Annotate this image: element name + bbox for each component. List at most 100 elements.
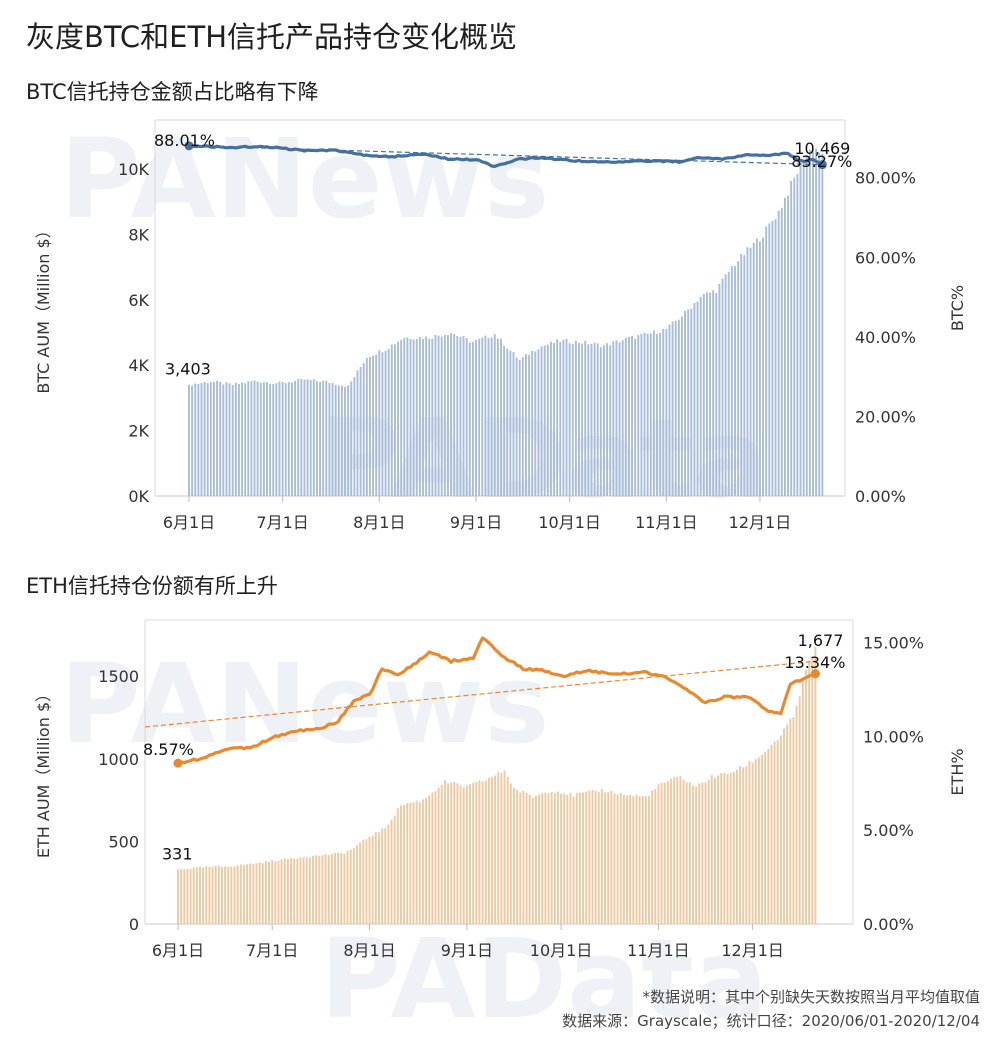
eth-aum-bar (481, 781, 484, 924)
btc-aum-bar (287, 382, 290, 496)
eth-aum-bar (563, 793, 566, 924)
eth-aum-bar (670, 778, 672, 924)
btc-aum-bar (350, 381, 353, 496)
btc-aum-bar (422, 339, 424, 496)
btc-aum-bar (603, 345, 605, 496)
eth-aum-bar (214, 865, 217, 924)
btc-last-aum-label: 10,469 (794, 139, 850, 158)
eth-aum-bar (334, 852, 336, 924)
btc-aum-bar (521, 357, 524, 496)
btc-aum-bar (668, 324, 671, 496)
eth-aum-bar (205, 866, 208, 924)
eth-aum-bar (233, 866, 236, 924)
btc-aum-bar (537, 349, 540, 496)
btc-y2-tick-label: 0.00% (855, 487, 906, 506)
eth-y-tick-label: 500 (108, 832, 139, 851)
btc-aum-bar (359, 366, 362, 496)
btc-aum-bar (291, 382, 293, 496)
btc-aum-bar (656, 334, 658, 496)
eth-aum-bar (556, 791, 559, 924)
eth-aum-bar (701, 782, 704, 924)
btc-aum-bar (543, 345, 546, 496)
eth-aum-bar (242, 864, 245, 924)
eth-aum-bar (751, 762, 754, 924)
eth-aum-bar (588, 790, 591, 924)
eth-aum-bar (726, 774, 729, 924)
btc-aum-bar (768, 223, 771, 496)
eth-aum-bar (720, 773, 723, 924)
eth-aum-bar (249, 863, 252, 924)
btc-aum-bar (649, 333, 652, 496)
btc-aum-bar (219, 381, 222, 496)
btc-aum-bar (312, 379, 315, 496)
btc-x-tick-label: 11月1日 (635, 513, 698, 532)
eth-aum-bar (459, 785, 462, 924)
btc-aum-bar (581, 343, 584, 496)
eth-aum-bar (651, 790, 654, 924)
btc-aum-bar (721, 278, 724, 496)
btc-aum-bar (652, 330, 655, 496)
eth-aum-bar (252, 863, 255, 924)
eth-aum-bar (792, 717, 795, 924)
btc-aum-bar (571, 343, 574, 496)
eth-aum-bar (440, 784, 443, 924)
btc-aum-bar (808, 149, 811, 496)
btc-aum-bar (372, 355, 375, 496)
btc-aum-bar (428, 338, 431, 496)
btc-aum-bar (815, 148, 818, 496)
btc-aum-bar (281, 382, 284, 496)
eth-aum-bar (296, 858, 299, 924)
eth-share-end-point (810, 669, 820, 679)
btc-aum-bar (496, 338, 499, 496)
eth-aum-bar (478, 780, 481, 924)
btc-aum-bar (244, 383, 247, 496)
btc-y2-tick-label: 80.00% (855, 169, 916, 188)
btc-x-tick-label: 7月1日 (256, 513, 308, 532)
btc-aum-bar (509, 350, 512, 496)
eth-aum-bar (698, 783, 701, 924)
btc-aum-bar (506, 348, 509, 496)
btc-aum-bar (777, 210, 780, 496)
eth-aum-bar (535, 795, 537, 924)
eth-aum-bar (415, 800, 418, 924)
btc-aum-bar (266, 382, 268, 496)
btc-y-tick-label: 6K (128, 291, 149, 310)
eth-aum-bar (211, 866, 214, 924)
eth-aum-bar (748, 761, 751, 924)
btc-aum-bar (475, 340, 477, 496)
btc-aum-bar (465, 338, 468, 496)
eth-aum-bar (268, 861, 271, 924)
eth-aum-bar (764, 751, 767, 924)
eth-aum-bar (340, 853, 343, 924)
eth-x-tick-label: 8月1日 (343, 941, 395, 960)
eth-aum-bar (635, 794, 638, 924)
btc-aum-bar (437, 335, 440, 496)
btc-aum-bar (599, 347, 602, 496)
btc-aum-bar (696, 301, 699, 496)
btc-aum-bar (534, 351, 537, 496)
eth-x-tick-label: 11月1日 (627, 941, 690, 960)
btc-aum-bar (609, 345, 612, 496)
eth-aum-bar (745, 766, 748, 924)
eth-aum-bar (779, 735, 782, 924)
eth-aum-bar (368, 836, 371, 924)
btc-share-line (188, 144, 824, 169)
btc-aum-bar (790, 180, 793, 496)
eth-aum-bar (337, 852, 340, 924)
eth-aum-bar (613, 793, 616, 924)
btc-aum-bar (606, 343, 609, 496)
eth-x-tick-label: 9月1日 (441, 941, 493, 960)
eth-aum-bar (378, 832, 380, 924)
eth-y2-axis-title: ETH% (948, 748, 967, 795)
eth-aum-bar (318, 855, 321, 924)
eth-x-tick-label: 6月1日 (152, 941, 204, 960)
btc-aum-bar (406, 337, 409, 496)
eth-aum-bar (600, 789, 603, 924)
btc-aum-bar (771, 221, 774, 496)
eth-aum-bar (528, 794, 531, 924)
eth-aum-bar (497, 771, 500, 924)
eth-aum-bar (688, 782, 691, 924)
eth-aum-bar (321, 855, 324, 924)
eth-aum-bar (443, 780, 446, 924)
btc-aum-bar (574, 340, 577, 496)
